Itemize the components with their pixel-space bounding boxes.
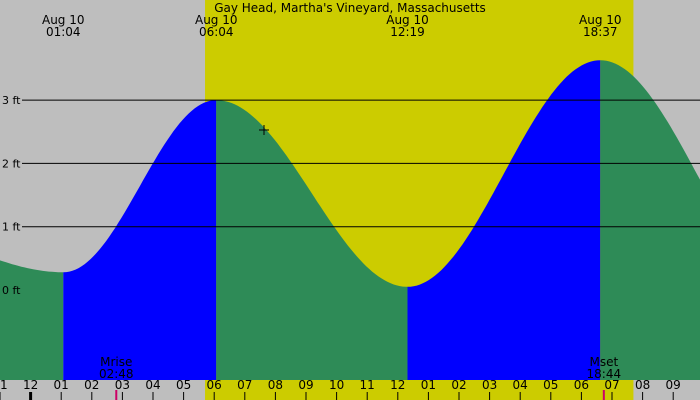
tide-event-date: Aug 10 bbox=[579, 13, 622, 27]
x-tick-label: 02 bbox=[451, 378, 466, 392]
y-tick-label: 3 ft bbox=[2, 94, 21, 107]
x-tick-label: 01 bbox=[54, 378, 69, 392]
x-tick-label: 12 bbox=[390, 378, 405, 392]
x-tick-label: 11 bbox=[0, 378, 8, 392]
x-tick-label: 04 bbox=[145, 378, 160, 392]
x-tick-label: 01 bbox=[421, 378, 436, 392]
tide-areas bbox=[0, 60, 700, 380]
chart-title: Gay Head, Martha's Vineyard, Massachuset… bbox=[214, 1, 486, 15]
x-axis: 11 12 01 02 03 04 05 06 07 08 09 10 11 12 01 02 03 04 05 06… bbox=[0, 378, 681, 400]
y-tick-label: 1 ft bbox=[2, 221, 21, 234]
tide-event-time: 06:04 bbox=[199, 25, 234, 39]
tide-event-time: 18:37 bbox=[583, 25, 618, 39]
moon-event-time: 02:48 bbox=[99, 367, 134, 381]
x-tick-label: 09 bbox=[666, 378, 681, 392]
moon-event-label: Mrise bbox=[100, 355, 132, 369]
x-tick-label: 06 bbox=[207, 378, 222, 392]
height-gridlines bbox=[22, 99, 700, 228]
tide-event-time: 01:04 bbox=[46, 25, 81, 39]
x-tick-label: 10 bbox=[329, 378, 344, 392]
falling-tide-area bbox=[600, 60, 700, 380]
rising-tide-area bbox=[407, 60, 601, 380]
x-tick-label: 11 bbox=[360, 378, 375, 392]
x-tick-label: 08 bbox=[635, 378, 650, 392]
tide-event-date: Aug 10 bbox=[195, 13, 238, 27]
x-tick-label: 08 bbox=[268, 378, 283, 392]
x-tick-label: 06 bbox=[574, 378, 589, 392]
x-tick-label: 03 bbox=[482, 378, 497, 392]
y-tick-label: 2 ft bbox=[2, 157, 21, 170]
tide-event-date: Aug 10 bbox=[386, 13, 429, 27]
x-tick-label: 07 bbox=[604, 378, 619, 392]
x-tick-label: 07 bbox=[237, 378, 252, 392]
moon-event-label: Mset bbox=[589, 355, 618, 369]
tide-event-time: 12:19 bbox=[390, 25, 425, 39]
moon-event-time: 18:44 bbox=[587, 367, 622, 381]
x-tick-label: 04 bbox=[513, 378, 528, 392]
cursor-crosshair bbox=[259, 125, 269, 135]
rising-tide-area bbox=[63, 100, 217, 380]
x-tick-label: 05 bbox=[176, 378, 191, 392]
y-axis-labels: 0 ft 1 ft 2 ft 3 ft bbox=[2, 94, 21, 297]
x-tick-label: 02 bbox=[84, 378, 99, 392]
falling-tide-area bbox=[216, 100, 408, 380]
x-tick-label: 09 bbox=[298, 378, 313, 392]
y-tick-label: 0 ft bbox=[2, 284, 21, 297]
x-tick-label: 03 bbox=[115, 378, 130, 392]
x-tick-label: 05 bbox=[543, 378, 558, 392]
falling-tide-area bbox=[0, 260, 64, 380]
x-tick-label: 12 bbox=[23, 378, 38, 392]
tide-event-date: Aug 10 bbox=[42, 13, 85, 27]
